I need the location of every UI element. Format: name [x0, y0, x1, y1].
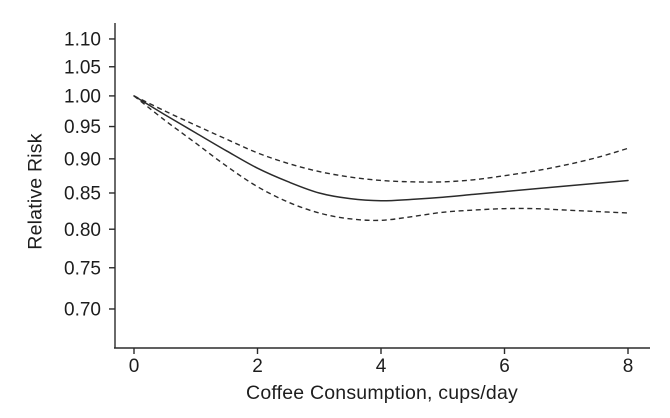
y-tick-label: 0.85: [64, 184, 101, 205]
series-line-dashed-upper: [133, 95, 629, 183]
x-tick-label: 8: [623, 356, 634, 377]
y-tick-label: 1.05: [64, 57, 101, 78]
y-tick-label: 0.80: [64, 220, 101, 241]
y-axis-title: Relative Risk: [24, 133, 47, 250]
series-line-dashed-lower: [133, 95, 629, 222]
x-axis-title: Coffee Consumption, cups/day: [246, 382, 518, 404]
x-tick-label: 2: [252, 356, 263, 377]
y-tick-label: 0.70: [64, 300, 101, 321]
y-tick-label: 0.90: [64, 149, 101, 170]
y-tick-label: 0.95: [64, 117, 101, 138]
x-tick-label: 0: [129, 356, 140, 377]
y-tick-label: 1.00: [64, 87, 101, 108]
x-tick-label: 4: [376, 356, 387, 377]
y-tick-label: 0.75: [64, 258, 101, 279]
y-tick-label: 1.10: [64, 30, 101, 51]
x-tick-label: 6: [499, 356, 510, 377]
series-line-solid: [133, 95, 629, 202]
